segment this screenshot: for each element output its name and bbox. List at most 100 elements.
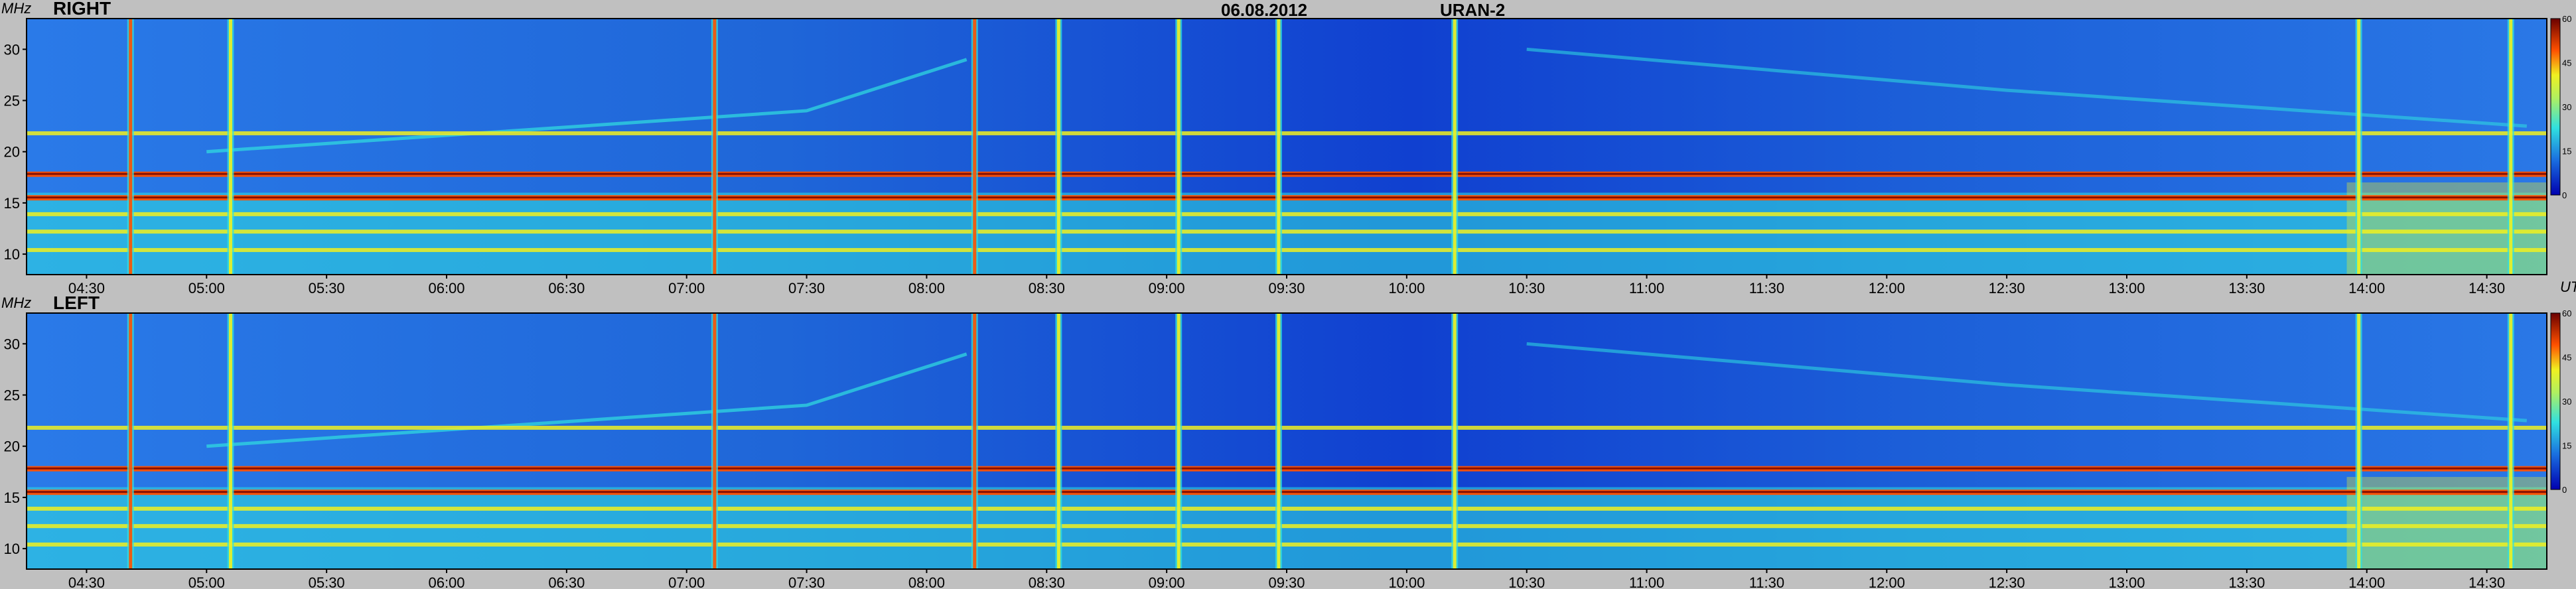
time-tick-label: 11:30 [1749,574,1784,589]
time-tick-label: 14:30 [2469,280,2505,296]
frequency-tick-label: 30 [4,336,20,352]
colorbar-tick-label: 45 [2562,58,2571,68]
time-tick-label: 05:00 [188,574,225,589]
vertical-burst [228,313,232,569]
time-tick-label: 04:30 [68,280,105,296]
interference-line [27,542,2547,547]
time-tick-label: 06:30 [548,574,585,589]
drift-band-rising [206,58,967,154]
time-tick-label: 14:00 [2348,280,2385,296]
frequency-tick-label: 15 [4,195,20,212]
vertical-burst [228,19,232,275]
spectrogram-panel-left: MHz LEFT 10 15 20 25 30 04:30 05:00 05:30 06:00 06:… [1,293,2571,589]
time-tick-label: 07:00 [668,280,705,296]
time-tick-label: 10:30 [1508,574,1545,589]
time-tick-label: 07:30 [788,280,825,296]
interference-line [27,506,2547,511]
drift-band-falling [1526,342,2528,423]
vertical-burst [129,313,133,569]
drift-band-falling [1526,47,2528,128]
interference-line-core [27,196,2547,199]
frequency-tick-label: 20 [4,438,20,455]
vertical-burst [2357,313,2361,569]
time-tick-label: 05:30 [309,574,345,589]
vertical-burst [1056,19,1060,275]
time-tick-label: 06:00 [428,280,465,296]
interference-line [27,212,2547,216]
time-tick-label: 12:00 [1869,574,1905,589]
time-tick-label: 05:30 [309,280,345,296]
time-tick-label: 13:00 [2108,280,2145,296]
time-tick-label: 12:30 [1989,280,2025,296]
panel-label: LEFT [53,293,100,313]
frequency-tick-label: 10 [4,541,20,557]
time-tick-label: 13:30 [2228,280,2265,296]
interference-line-core [27,467,2547,470]
vertical-burst [1453,313,1457,569]
colorbar [2550,312,2561,490]
colorbar-tick-label: 60 [2562,308,2571,318]
vertical-burst [1277,313,1281,569]
time-tick-label: 06:00 [428,574,465,589]
time-tick-label: 07:00 [668,574,705,589]
vertical-burst [2509,313,2513,569]
interference-line [27,247,2547,252]
interference-line-core [27,172,2547,175]
vertical-burst [713,313,717,569]
vertical-burst [1177,19,1181,275]
time-tick-label: 12:00 [1869,280,1905,296]
plot-frame [26,312,2547,570]
vertical-burst [1056,313,1060,569]
vertical-burst [2357,19,2361,275]
time-tick-label: 05:00 [188,280,225,296]
plot-frame [26,18,2547,275]
colorbar-tick-label: 15 [2562,147,2571,157]
time-tick-label: 09:30 [1268,574,1305,589]
colorbar [2550,18,2561,196]
time-tick-label: 10:00 [1388,574,1425,589]
low-frequency-band [27,192,2547,275]
time-tick-label: 10:30 [1508,280,1545,296]
colorbar-tick-label: 45 [2562,353,2571,363]
low-frequency-band [27,487,2547,569]
time-tick-label: 11:30 [1749,280,1784,296]
frequency-tick-label: 15 [4,490,20,506]
time-tick-label: 14:00 [2348,574,2385,589]
time-tick-label: 07:30 [788,574,825,589]
frequency-tick-label: 30 [4,41,20,58]
interference-line [27,229,2547,234]
vertical-burst [129,19,133,275]
time-tick-label: 08:00 [908,574,945,589]
time-tick-label: 04:30 [68,574,105,589]
vertical-burst [973,19,977,275]
vertical-burst [1453,19,1457,275]
time-tick-label: 08:30 [1029,574,1065,589]
frequency-tick-label: 25 [4,93,20,109]
time-tick-label: 10:00 [1388,280,1425,296]
time-tick-label: 09:00 [1149,280,1185,296]
vertical-burst [1177,313,1181,569]
time-tick-label: 08:30 [1029,280,1065,296]
frequency-tick-label: 25 [4,387,20,404]
colorbar-tick-label: 30 [2562,102,2571,112]
frequency-axis-unit: MHz [1,0,31,17]
date-label: 06.08.2012 [1221,0,1307,20]
colorbar-tick-label: 0 [2562,485,2567,495]
time-tick-label: 12:30 [1989,574,2025,589]
vertical-burst [1277,19,1281,275]
time-tick-label: 08:00 [908,280,945,296]
frequency-axis-unit: MHz [1,294,31,311]
vertical-burst [2509,19,2513,275]
interference-line [27,524,2547,529]
time-tick-label: 14:30 [2469,574,2505,589]
vertical-burst [973,313,977,569]
frequency-tick-label: 10 [4,246,20,263]
time-tick-label: 13:30 [2228,574,2265,589]
time-tick-label: 13:00 [2108,574,2145,589]
time-tick-label: 11:00 [1629,574,1664,589]
colorbar-tick-label: 60 [2562,14,2571,24]
interference-line [27,131,2547,135]
time-tick-label: 06:30 [548,280,585,296]
